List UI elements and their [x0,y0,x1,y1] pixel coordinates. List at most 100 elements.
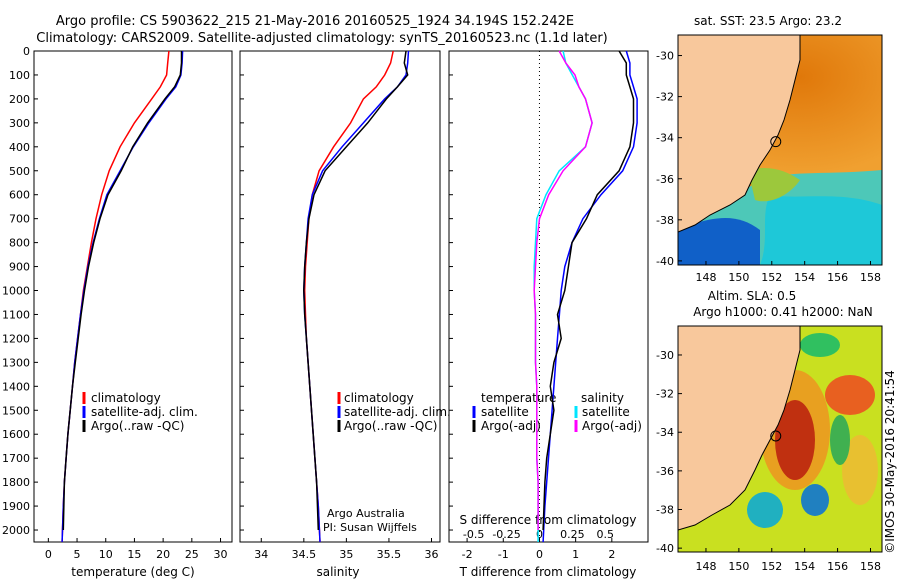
salinity-xtick-label: 35.5 [377,548,402,561]
sla-low-3 [801,484,829,516]
sst-lon-tick-label: 152 [761,271,782,284]
legend-label-climatology: climatology [344,391,414,405]
depth-tick-label: 1300 [2,356,30,369]
legend-head-temperature: temperature [481,391,556,405]
salinity-xtick-label: 34.5 [292,548,317,561]
sla-coastline [678,326,801,531]
timestamp-stamp: ©IMOS 30-May-2016 20:41:54 [883,370,897,554]
difference-panel [448,50,649,543]
salinity-xlabel: salinity [316,565,359,579]
difference-axes-frame [448,50,649,543]
salinity-series-argo [303,50,409,531]
depth-tick-label: 1600 [2,428,30,441]
temperature-xtick-label: 20 [156,548,170,561]
salinity-xtick-label: 35 [339,548,353,561]
legend-label-satellite: satellite-adj. clim. [91,405,198,419]
sst-lat-tick-label: -32 [656,91,674,104]
sla-lat-tick-label: -32 [656,388,674,401]
difference-legend: temperature salinity satellite Argo(-adj… [472,391,642,433]
sst-lat-tick-label: -38 [656,214,674,227]
difference-series-t-argo [542,50,635,531]
difference-series-s-argo [533,50,593,530]
depth-tick-label: 1700 [2,452,30,465]
legend-label-argo: Argo(..raw -QC) [344,419,437,433]
temperature-series-argo [62,51,183,531]
salinity-axes-frame [239,50,441,543]
sla-map-frame [677,325,883,553]
difference-s-xtick-label: 0.5 [596,528,614,541]
sst-cold-water [760,195,882,265]
sst-lon-tick-label: 148 [695,271,716,284]
temperature-xlabel: temperature (deg C) [71,565,194,579]
sla-lon-tick-label: 150 [728,560,749,573]
legend-label-t-argo: Argo(-adj) [481,419,541,433]
depth-tick-label: 1400 [2,380,30,393]
temperature-xtick-label: 25 [185,548,199,561]
sst-float-marker [770,136,782,148]
legend-label-t-satellite: satellite [481,405,529,419]
sst-map [677,34,883,266]
sla-lat-tick-label: -34 [656,426,674,439]
legend-label-climatology: climatology [91,391,161,405]
difference-s-xtick-label: -0.5 [463,528,484,541]
temperature-xtick-label: 30 [214,548,228,561]
sla-peak [775,400,815,480]
temperature-xtick-label: 15 [127,548,141,561]
legend-label-satellite: satellite-adj. clim. [344,405,451,419]
sla-lat-tick-label: -40 [656,542,674,555]
legend-label-s-satellite: satellite [582,405,630,419]
sla-land [678,326,800,530]
difference-s-xtick-label: -0.25 [492,528,520,541]
temperature-xtick-label: 10 [99,548,113,561]
sla-high-2 [825,375,875,415]
depth-tick-label: 1000 [2,285,30,298]
sst-lat-tick-label: -36 [656,173,674,186]
sla-low-1 [800,333,840,357]
depth-tick-label: 200 [9,93,30,106]
depth-tick-label: 2000 [2,524,30,537]
depth-tick-label: 1800 [2,476,30,489]
sla-lon-tick-label: 148 [695,560,716,573]
temperature-panel [33,50,233,543]
sla-float-marker [770,430,782,442]
difference-t-xtick-label: 0 [536,548,543,561]
sst-lat-tick-label: -40 [656,255,674,268]
sla-map [677,325,883,553]
sst-coastline [678,35,801,233]
difference-t-xtick-label: -1 [498,548,509,561]
sla-map-title1: Altim. SLA: 0.5 [708,289,796,303]
difference-xlabel-bottom: T difference from climatology [459,565,637,579]
sst-land [678,35,800,232]
sla-low-2 [747,492,783,528]
sst-lon-tick-label: 158 [860,271,881,284]
difference-xlabel-top: S difference from climatology [460,513,637,527]
depth-tick-label: 700 [9,213,30,226]
temperature-legend: climatology satellite-adj. clim. Argo(..… [82,391,198,433]
sst-lon-tick-label: 154 [794,271,815,284]
depth-tick-label: 800 [9,237,30,250]
sla-high-3 [842,435,878,505]
sst-map-title: sat. SST: 23.5 Argo: 23.2 [694,14,842,28]
difference-s-xtick-label: 0 [536,528,543,541]
sst-coldest-water [678,218,760,265]
depth-tick-label: 900 [9,261,30,274]
sst-front [748,168,800,202]
sla-lat-tick-label: -36 [656,465,674,478]
sla-lon-tick-label: 154 [794,560,815,573]
salinity-xtick-label: 34 [254,548,268,561]
sst-lat-tick-label: -30 [656,50,674,63]
temperature-axes-frame [33,50,233,543]
depth-tick-label: 500 [9,165,30,178]
sla-map-title2: Argo h1000: 0.41 h2000: NaN [693,305,873,319]
sst-map-frame [677,34,883,266]
legend-label-s-argo: Argo(-adj) [582,419,642,433]
salinity-xtick-label: 36 [424,548,438,561]
depth-tick-label: 300 [9,117,30,130]
salinity-panel [239,50,441,543]
depth-tick-label: 1100 [2,308,30,321]
header-line2: Climatology: CARS2009. Satellite-adjuste… [36,31,608,46]
sst-lon-tick-label: 150 [728,271,749,284]
sst-lat-tick-label: -34 [656,132,674,145]
depth-tick-label: 400 [9,141,30,154]
